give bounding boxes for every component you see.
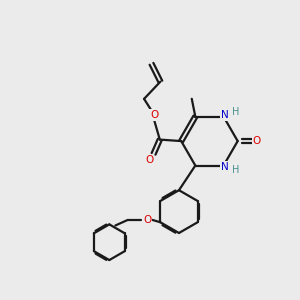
Text: O: O (150, 110, 159, 120)
Text: O: O (145, 155, 153, 165)
Text: O: O (253, 136, 261, 146)
Text: O: O (143, 215, 151, 225)
Text: H: H (232, 107, 240, 117)
Text: H: H (232, 165, 240, 175)
Text: N: N (221, 110, 229, 120)
Text: N: N (221, 162, 229, 172)
